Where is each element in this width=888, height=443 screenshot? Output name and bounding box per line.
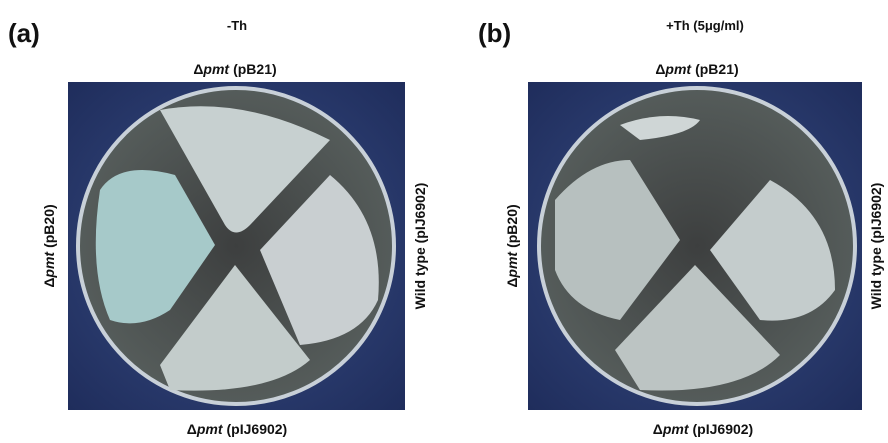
plasmid: (pB20) xyxy=(41,204,57,248)
gene: pmt xyxy=(504,251,520,279)
top-label: Δpmt(pB21) xyxy=(193,61,276,77)
gene: pmt xyxy=(196,421,224,437)
gene: pmt xyxy=(41,251,57,279)
top-label: Δpmt(pB21) xyxy=(655,61,738,77)
gene: pmt xyxy=(202,61,230,77)
prefix: Δ xyxy=(653,421,663,437)
right-label: Wild type (pIJ6902) xyxy=(412,183,428,310)
plate-photo-b xyxy=(528,82,862,410)
prefix: Δ xyxy=(504,278,520,288)
plasmid: (pIJ6902) xyxy=(227,421,288,437)
prefix: Δ xyxy=(655,61,665,77)
panel-label: (a) xyxy=(8,18,40,48)
left-label: Δpmt (pB20) xyxy=(41,204,57,287)
bottom-label: Δpmt(pIJ6902) xyxy=(187,421,287,437)
condition: -Th xyxy=(227,18,247,33)
left-label: Δpmt (pB20) xyxy=(504,204,520,287)
condition: +Th (5μg/ml) xyxy=(666,18,744,33)
gene: pmt xyxy=(664,61,692,77)
panel-label: (b) xyxy=(478,18,511,48)
prefix: Δ xyxy=(193,61,203,77)
plasmid: (pB20) xyxy=(504,204,520,248)
gene: pmt xyxy=(662,421,690,437)
plasmid: (pB21) xyxy=(233,61,277,77)
prefix: Δ xyxy=(187,421,197,437)
plasmid: (pIJ6902) xyxy=(693,421,754,437)
plate-photo-a xyxy=(68,82,405,410)
prefix: Δ xyxy=(41,278,57,288)
bottom-label: Δpmt(pIJ6902) xyxy=(653,421,753,437)
figure: (a) -Th Δpmt(pB21) Δpmt(pB20) Wild type … xyxy=(0,0,888,443)
right-label: Wild type (pIJ6902) xyxy=(868,183,884,310)
plasmid: (pB21) xyxy=(695,61,739,77)
